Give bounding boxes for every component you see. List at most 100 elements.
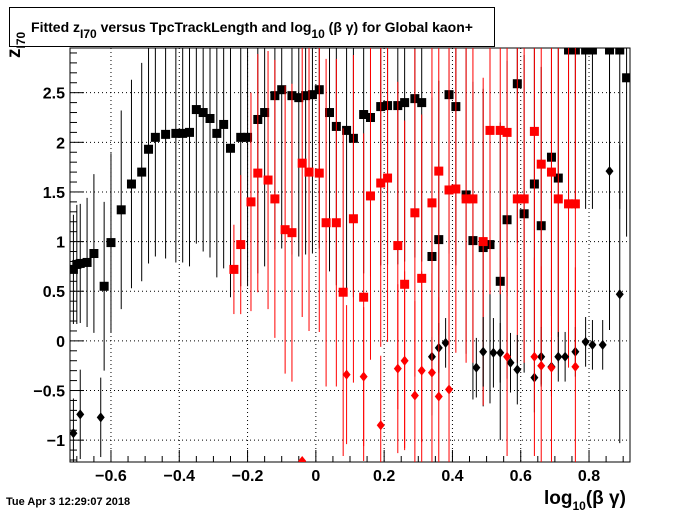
data-point-square [253, 168, 263, 178]
data-point-square [434, 166, 444, 176]
data-point-diamond [96, 412, 105, 423]
data-point-square [287, 228, 297, 238]
data-point-diamond [376, 420, 385, 431]
data-point-square [348, 214, 358, 224]
data-point-square [116, 205, 126, 215]
data-point-square [198, 108, 208, 118]
data-point-diamond [547, 362, 556, 373]
data-point-diamond [410, 390, 419, 401]
data-point-square [529, 126, 539, 136]
x-tick-label: −0.2 [232, 468, 264, 485]
data-point-square [270, 194, 280, 204]
plot-frame [69, 47, 631, 463]
y-tick-label: 1 [56, 235, 65, 252]
data-point-square [546, 167, 556, 177]
data-point-diamond [76, 409, 85, 420]
data-point-diamond [530, 351, 539, 362]
data-point-square [236, 240, 246, 250]
data-point-square [502, 127, 512, 137]
data-point-square [383, 173, 393, 183]
data-point-square [106, 238, 116, 248]
data-point-square [144, 144, 154, 154]
y-tick-label: 1.5 [43, 185, 65, 202]
data-point-square [171, 128, 181, 138]
data-point-square [519, 194, 529, 204]
data-point-square [126, 179, 136, 189]
data-point-square [89, 249, 99, 259]
data-point-diamond [417, 365, 426, 376]
y-tick-label: 2.5 [43, 86, 65, 103]
y-tick-label: 0.5 [43, 284, 65, 301]
chart-title-text: Fitted zI70 versus TpcTrackLength and lo… [31, 19, 473, 41]
data-point-square [331, 218, 341, 228]
data-point-square [246, 197, 256, 207]
data-point-diamond [571, 361, 580, 372]
data-point-square [468, 194, 478, 204]
data-point-square [478, 237, 488, 247]
data-point-square [304, 167, 314, 177]
data-point-square [99, 281, 109, 291]
data-point-square [325, 108, 335, 118]
data-point-square [427, 198, 437, 208]
data-point-square [75, 258, 85, 268]
y-tick-label: 2 [56, 135, 65, 152]
x-tick-label: −0.6 [95, 468, 127, 485]
data-point-diamond [427, 367, 436, 378]
data-point-square [307, 90, 317, 100]
data-point-square [417, 98, 427, 108]
data-point-square [178, 128, 188, 138]
data-point-diamond [506, 357, 515, 368]
x-tick-label: 0.6 [510, 468, 532, 485]
data-point-square [185, 127, 195, 137]
data-point-square [485, 125, 495, 135]
data-points-group [70, 48, 630, 462]
data-point-square [314, 168, 324, 178]
data-point-diamond [537, 360, 546, 371]
y-tick-label: 0 [56, 334, 65, 351]
data-point-square [219, 119, 229, 129]
x-axis-label: log10 (β γ) [544, 488, 626, 513]
data-point-diamond [342, 369, 351, 380]
data-point-square [161, 129, 171, 139]
data-point-square [512, 194, 522, 204]
data-point-square [570, 199, 580, 209]
data-point-diamond [445, 384, 454, 395]
data-point-square [410, 208, 420, 218]
data-point-square [260, 108, 270, 118]
data-point-square [376, 178, 386, 188]
data-point-square [205, 113, 215, 123]
data-point-square [400, 98, 410, 108]
data-point-square [536, 159, 546, 169]
data-point-diamond [359, 371, 368, 382]
data-point-square [70, 264, 78, 274]
data-point-diamond [298, 456, 307, 462]
data-point-diamond [554, 351, 563, 362]
x-tick-label: 0 [311, 468, 320, 485]
data-point-diamond [434, 391, 443, 402]
data-point-diamond [496, 347, 505, 358]
data-point-diamond [605, 166, 614, 177]
data-point-square [150, 132, 160, 142]
timestamp: Tue Apr 3 12:29:07 2018 [6, 496, 131, 508]
data-point-square [342, 125, 352, 135]
data-point-diamond [489, 347, 498, 358]
data-point-square [359, 292, 369, 302]
y-tick-label: −0.5 [33, 384, 65, 401]
data-point-square [212, 128, 222, 138]
data-point-diamond [581, 336, 590, 347]
data-point-square [615, 48, 625, 55]
data-point-diamond [503, 351, 512, 362]
data-point-diamond [513, 364, 522, 375]
data-point-square [229, 264, 239, 274]
data-point-square [495, 125, 505, 135]
data-point-square [137, 167, 147, 177]
y-tick-label: −1 [47, 433, 65, 450]
data-point-square [365, 191, 375, 201]
data-point-square [301, 91, 311, 101]
data-point-square [393, 241, 403, 251]
data-point-square [82, 257, 92, 267]
x-tick-label: 0.4 [441, 468, 463, 485]
data-point-diamond [400, 355, 409, 366]
data-point-square [338, 287, 348, 297]
